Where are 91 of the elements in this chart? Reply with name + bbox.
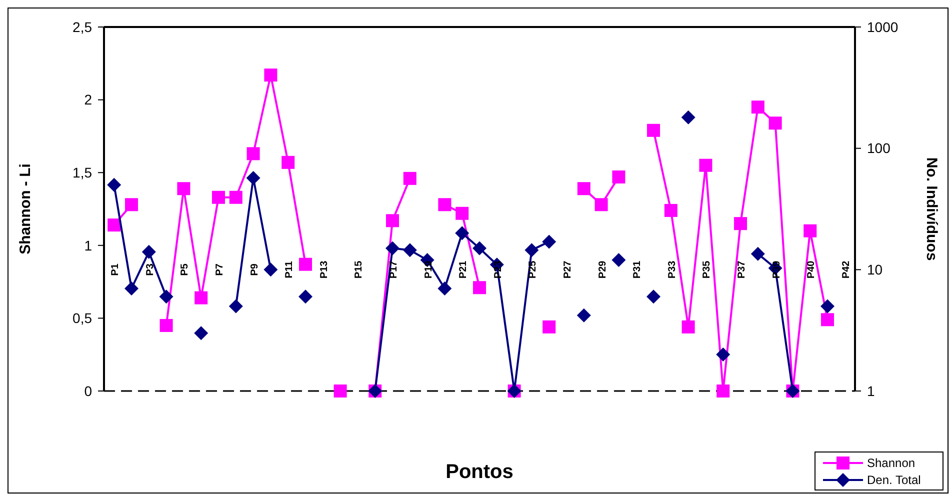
x-tick-label: P25 bbox=[528, 260, 539, 279]
point bbox=[804, 224, 817, 238]
point bbox=[264, 68, 278, 82]
x-tick-label: P13 bbox=[318, 260, 330, 279]
y-tick-label: 1,5 bbox=[72, 164, 92, 180]
y-tick-label: 1 bbox=[84, 237, 92, 254]
point bbox=[438, 281, 452, 296]
y2-tick-label: 1 bbox=[867, 382, 875, 399]
point bbox=[456, 206, 469, 220]
x-tick-label: P3 bbox=[144, 263, 156, 276]
point bbox=[142, 244, 156, 259]
x-tick-label: P39 bbox=[771, 260, 782, 279]
legend-label: Shannon bbox=[867, 456, 916, 470]
x-tick-label: P21 bbox=[458, 260, 470, 279]
y-tick-label: 0 bbox=[84, 382, 92, 399]
point bbox=[194, 291, 208, 304]
point bbox=[298, 258, 312, 271]
x-tick-label: P31 bbox=[632, 260, 644, 279]
legend-label: Den. Total bbox=[867, 473, 921, 488]
y2-axis-title: No. Indivíduos bbox=[923, 157, 940, 261]
point bbox=[820, 299, 835, 314]
point bbox=[681, 110, 696, 124]
point bbox=[751, 100, 764, 114]
point bbox=[612, 170, 626, 184]
point bbox=[542, 234, 556, 249]
x-axis-title: Pontos bbox=[446, 461, 514, 483]
point bbox=[664, 204, 678, 217]
point bbox=[160, 318, 173, 332]
point bbox=[682, 320, 695, 334]
point bbox=[577, 182, 590, 196]
point bbox=[699, 158, 712, 172]
point bbox=[108, 218, 121, 232]
point bbox=[194, 326, 208, 340]
point bbox=[455, 226, 470, 240]
point bbox=[716, 347, 730, 362]
point bbox=[124, 198, 138, 212]
point bbox=[472, 241, 486, 256]
point bbox=[264, 262, 278, 277]
point bbox=[402, 243, 417, 258]
point bbox=[716, 384, 730, 398]
point bbox=[542, 320, 556, 334]
point bbox=[647, 124, 660, 137]
x-tick-label: P27 bbox=[562, 260, 574, 279]
y-tick-label: 2,5 bbox=[72, 18, 92, 35]
y2-tick-label: 1000 bbox=[867, 18, 898, 35]
point bbox=[473, 281, 486, 294]
y2-tick-label: 10 bbox=[867, 262, 883, 278]
point bbox=[282, 156, 295, 169]
y-axis-title: Shannon - Li bbox=[17, 164, 34, 254]
point bbox=[124, 281, 138, 296]
x-tick-label: P40 bbox=[806, 260, 818, 279]
point bbox=[229, 190, 242, 204]
y-tick-label: 2 bbox=[84, 92, 92, 108]
point bbox=[246, 170, 260, 185]
x-tick-label: P35 bbox=[702, 260, 713, 279]
x-tick-label: P37 bbox=[736, 260, 748, 279]
point bbox=[734, 217, 748, 230]
y2-tick-label: 100 bbox=[867, 140, 891, 156]
point bbox=[159, 290, 174, 304]
point bbox=[768, 116, 782, 130]
x-tick-label: P5 bbox=[180, 263, 191, 276]
point bbox=[576, 308, 591, 322]
point bbox=[403, 172, 416, 185]
point bbox=[107, 178, 122, 192]
x-tick-label: P1 bbox=[110, 263, 122, 276]
point bbox=[386, 241, 400, 256]
x-tick-label: P19 bbox=[423, 260, 434, 279]
x-tick-label: P23 bbox=[492, 260, 504, 279]
x-tick-label: P15 bbox=[354, 260, 365, 279]
x-tick-label: P29 bbox=[597, 260, 608, 279]
point bbox=[524, 243, 539, 258]
point bbox=[821, 313, 834, 326]
point bbox=[177, 182, 190, 196]
point bbox=[246, 147, 260, 160]
point bbox=[612, 253, 626, 268]
x-tick-label: P7 bbox=[214, 263, 226, 276]
x-tick-label: P42 bbox=[840, 260, 852, 279]
x-tick-label: P9 bbox=[249, 263, 260, 276]
x-tick-label: P17 bbox=[388, 260, 400, 279]
point bbox=[594, 198, 608, 212]
point bbox=[750, 246, 765, 261]
point bbox=[386, 214, 399, 228]
point bbox=[212, 190, 225, 204]
x-tick-label: P33 bbox=[666, 260, 678, 279]
y-tick-label: 0,5 bbox=[72, 310, 92, 326]
point bbox=[298, 290, 312, 304]
point bbox=[438, 198, 452, 212]
point bbox=[646, 290, 661, 304]
point bbox=[228, 299, 243, 314]
point bbox=[334, 384, 347, 398]
x-tick-label: P11 bbox=[284, 260, 296, 278]
